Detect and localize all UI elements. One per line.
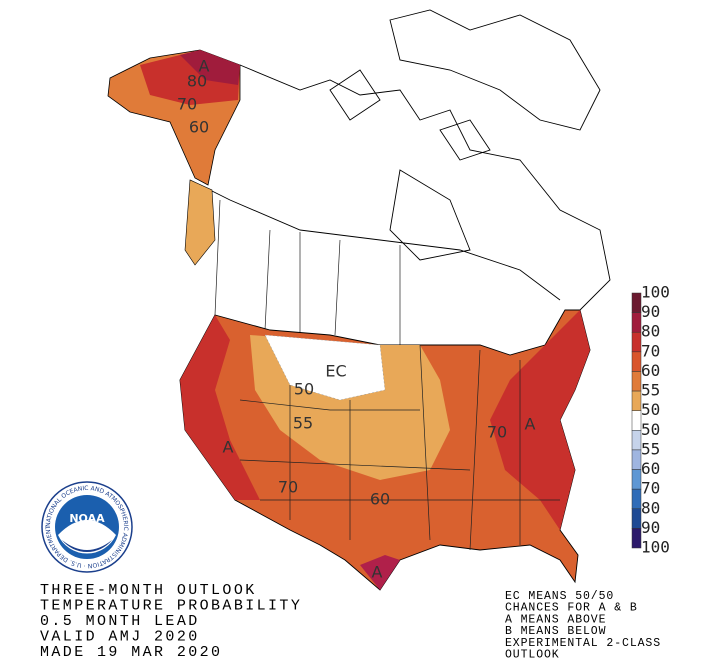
legend-swatch: [631, 528, 642, 549]
legend-label: 90: [641, 518, 660, 537]
legend-swatch: [631, 331, 642, 353]
note-line: A MEANS ABOVE: [505, 613, 606, 626]
map-label: 60: [189, 118, 209, 137]
logo-text: NOAA: [69, 512, 105, 525]
legend-label: 55: [641, 381, 660, 400]
legend-label: 60: [641, 459, 660, 478]
title-line: 0.5 MONTH LEAD: [40, 613, 200, 630]
legend-label: 100: [641, 538, 670, 557]
note-line: B MEANS BELOW: [505, 625, 606, 638]
legend-swatch: [631, 488, 642, 510]
legend-swatch: [631, 371, 642, 392]
alaska: [107, 49, 241, 266]
legend-swatch: [631, 469, 642, 490]
map-label: 60: [370, 490, 390, 509]
map-label: 80: [187, 72, 207, 91]
map-label: 70: [177, 95, 197, 114]
map-label: 70: [278, 478, 298, 497]
legend-swatch: [631, 508, 642, 529]
legend-label: 100: [641, 283, 670, 302]
legend-label: 50: [641, 400, 660, 419]
map-label: EC: [325, 362, 346, 381]
title-line: TEMPERATURE PROBABILITY: [40, 598, 302, 615]
legend-label: 60: [641, 361, 660, 380]
legend-swatch: [631, 390, 642, 411]
legend-label: 70: [641, 341, 660, 360]
map-label: A: [199, 57, 210, 76]
legend-swatch: [631, 312, 642, 333]
map-label: 70: [487, 423, 507, 442]
map-label: A: [372, 563, 383, 582]
title-line: VALID AMJ 2020: [40, 629, 200, 646]
legend-label: 55: [641, 439, 660, 458]
coastlines: [189, 9, 611, 345]
map-label: 50: [294, 380, 314, 399]
legend-swatch: [631, 292, 642, 313]
map-label: A: [525, 415, 536, 434]
legend-label: 70: [641, 479, 660, 498]
legend-label: 80: [641, 498, 660, 517]
conus: [179, 309, 591, 591]
legend-label: 90: [641, 302, 660, 321]
map-label: 55: [293, 414, 313, 433]
legend-label: 80: [641, 322, 660, 341]
map-label: A: [223, 438, 234, 457]
title-line: THREE-MONTH OUTLOOK: [40, 582, 257, 599]
legend-swatch: [631, 430, 642, 451]
legend-swatch: [631, 449, 642, 470]
note-line: CHANCES FOR A & B: [505, 602, 638, 615]
legend-swatch: [631, 410, 642, 431]
note-line: OUTLOOK: [505, 649, 560, 662]
note-line: EXPERIMENTAL 2-CLASS: [505, 637, 661, 650]
note-line: EC MEANS 50/50: [505, 590, 614, 603]
legend-swatch: [631, 351, 642, 372]
legend-label: 50: [641, 420, 660, 439]
title-line: MADE 19 MAR 2020: [40, 644, 222, 661]
